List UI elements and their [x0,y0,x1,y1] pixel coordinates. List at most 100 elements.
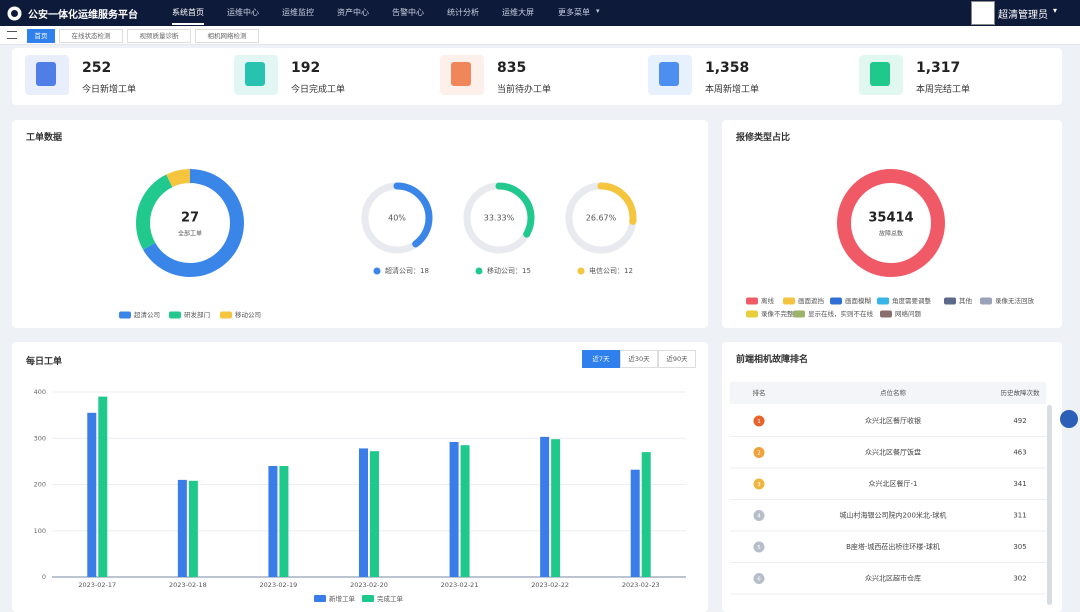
bar [449,441,459,577]
bar [370,451,379,577]
legend-label: 其他 [959,296,973,305]
menu-item[interactable]: 统计分析 [447,8,479,17]
bar [279,466,289,577]
user-name[interactable]: 超清管理员 [998,10,1048,21]
legend-swatch [783,297,795,305]
fault-count: 341 [1013,480,1026,488]
column-header: 历史故障次数 [1001,388,1041,397]
legend-label: 角度需要调整 [892,296,932,305]
legend-swatch [119,311,131,319]
range-button[interactable]: 近90天 [658,350,696,368]
logo [7,6,22,21]
menu-toggle[interactable] [7,31,17,39]
avatar[interactable] [971,1,995,25]
legend-dot [373,267,381,275]
legend-label: 画面模糊 [845,296,872,305]
legend-label: 移动公司 [235,310,261,319]
bar [630,469,640,577]
x-tick-label: 2023-02-23 [622,581,660,589]
panel [12,120,708,328]
legend-swatch [314,595,326,602]
legend-label: 超清公司 [134,310,160,319]
center-label: 全部工单 [178,230,202,238]
donut-segment [136,169,244,277]
legend-label: 超清公司：18 [385,266,429,275]
x-tick-label: 2023-02-22 [531,581,569,589]
app-title: 公安一体化运维服务平台 [28,10,138,21]
legend-swatch [362,595,374,602]
site-name: 众兴北区餐厅收银 [865,416,921,425]
tab[interactable]: 相机网络检测 [195,29,259,43]
tab[interactable]: 在线状态检测 [59,29,123,43]
stat-label: 本周完结工单 [916,85,971,95]
rank-medal [753,510,765,521]
legend-swatch [980,297,992,305]
legend-swatch [169,311,181,319]
menu-item[interactable]: 资产中心 [337,8,369,17]
menu-item[interactable]: 系统首页 [172,7,204,25]
tab[interactable]: 视频质量诊断 [127,29,191,43]
range-button[interactable]: 近30天 [620,350,658,368]
gauge-label: 40% [388,214,406,223]
menu-caret[interactable]: ▾ [596,7,600,15]
stat-label: 今日完成工单 [291,85,346,95]
donut-segment [136,169,244,277]
column-header: 点位名称 [880,388,907,397]
rank-number: 1 [757,419,761,425]
stat-label: 今日新增工单 [82,85,137,95]
tab[interactable]: 首页 [27,29,55,43]
legend-swatch [944,297,956,305]
range-button[interactable]: 近7天 [582,350,620,368]
bar [359,448,368,577]
legend-label: 移动公司：15 [487,266,531,275]
legend-label: 网络问题 [895,309,922,318]
legend-label: 显示在线，实则不在线 [808,309,874,318]
legend-swatch [830,297,842,305]
stat-icon [245,62,265,86]
bar [268,466,278,577]
stat-label: 当前待办工单 [497,85,552,95]
menu-item[interactable]: 运维监控 [282,8,314,17]
fault-count: 305 [1013,543,1026,551]
rank-medal [753,541,765,553]
user-caret[interactable]: ▾ [1053,6,1058,15]
legend-label: 画面遮挡 [798,296,824,305]
site-name: 众兴北区餐厅-1 [869,479,918,488]
bar [98,396,108,577]
y-tick-label: 200 [34,481,46,489]
stat-icon [870,62,890,86]
tab-bar: 首页 在线状态检测 视频质量诊断 相机网络检测 [0,26,1080,45]
bar [188,480,198,577]
gauge-arc [565,182,637,254]
legend-label: 新增工单 [329,594,356,603]
assistant-icon[interactable] [1060,410,1078,428]
menu-item[interactable]: 告警中心 [392,8,424,17]
y-tick-label: 0 [42,573,46,581]
stat-icon [36,62,56,86]
y-tick-label: 300 [34,434,46,442]
site-name: B座塔-城西莅出桥往环楼-球机 [846,542,940,551]
menu-item[interactable]: 更多菜单 [558,8,590,17]
x-tick-label: 2023-02-17 [78,581,116,589]
legend-swatch [877,297,889,305]
scrollbar[interactable] [1047,405,1052,605]
y-tick-label: 100 [34,527,46,535]
bar [551,439,561,577]
stat-label: 本周新增工单 [705,85,760,95]
rank-medal [753,447,765,458]
fault-count: 492 [1013,417,1026,425]
fault-count: 463 [1013,449,1026,457]
legend-swatch [220,311,232,319]
rank-medal [753,573,765,584]
menu-item[interactable]: 运维中心 [227,8,259,17]
panel-title: 工单数据 [26,133,63,143]
panel-title: 每日工单 [26,357,63,367]
gauge-arc [463,182,535,254]
bar [177,479,187,577]
menu-item[interactable]: 运维大屏 [502,8,534,17]
bar [460,445,470,577]
rank-medal [753,415,765,427]
gauge-arc [361,182,433,254]
site-name: 众兴北区餐厅饭盘 [865,448,921,457]
